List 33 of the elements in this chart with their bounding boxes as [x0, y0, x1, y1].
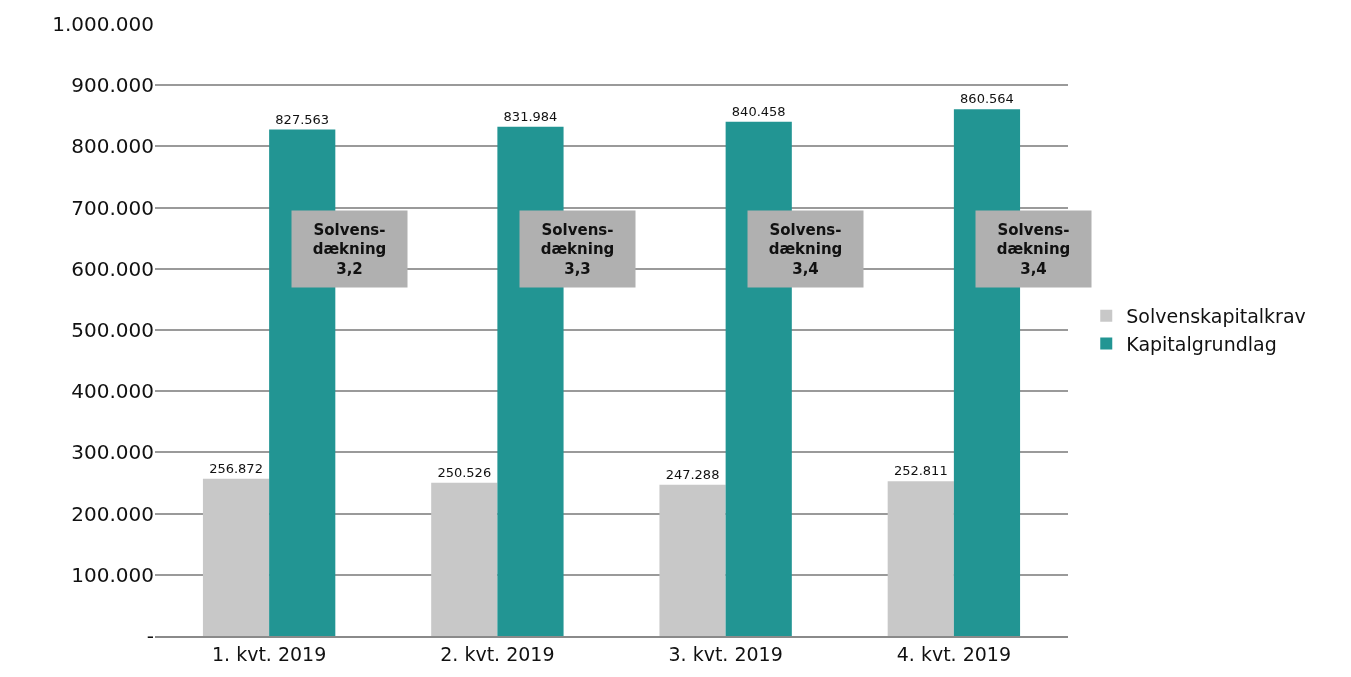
- bar: [887, 481, 954, 636]
- x-tick-label: 4. kvt. 2019: [896, 642, 1012, 665]
- data-label: 831.984: [503, 108, 558, 124]
- y-tick-label: 600.000: [71, 256, 154, 281]
- legend-label: Solvenskapitalkrav: [1126, 305, 1306, 328]
- y-tick-label: 800.000: [71, 134, 154, 159]
- y-tick-label: 700.000: [71, 195, 154, 220]
- data-label: 860.564: [960, 91, 1014, 107]
- annotation: Solvens- dækning 3,3: [540, 220, 615, 278]
- data-label: 250.526: [437, 464, 492, 480]
- y-tick-label: 200.000: [71, 501, 154, 526]
- y-tick-label: 300.000: [71, 440, 154, 465]
- annotation: Solvens- dækning 3,4: [996, 220, 1071, 278]
- bar: [659, 484, 726, 636]
- annotation: Solvens- dækning 3,4: [768, 220, 843, 278]
- x-tick-label: 1. kvt. 2019: [211, 642, 327, 665]
- data-label: 247.288: [665, 466, 720, 482]
- bar: [202, 478, 270, 636]
- y-tick-label: 500.000: [71, 318, 154, 342]
- bar: [431, 482, 498, 636]
- y-tick-label: 1.000.000: [52, 12, 154, 36]
- x-tick-label: 3. kvt. 2019: [668, 642, 783, 665]
- y-tick-label: 400.000: [71, 379, 154, 404]
- annotation: Solvens- dækning 3,2: [312, 220, 387, 278]
- x-tick-label: 2. kvt. 2019: [440, 642, 555, 665]
- y-tick-label: 900.000: [71, 73, 154, 98]
- y-tick-label: 100.000: [71, 562, 154, 587]
- data-label: 827.563: [275, 111, 330, 127]
- legend-label: Kapitalgrundlag: [1126, 332, 1277, 355]
- data-label: 252.811: [893, 463, 948, 479]
- y-tick-label: -: [146, 624, 154, 648]
- data-label: 256.872: [209, 460, 263, 476]
- data-label: 840.458: [731, 103, 786, 119]
